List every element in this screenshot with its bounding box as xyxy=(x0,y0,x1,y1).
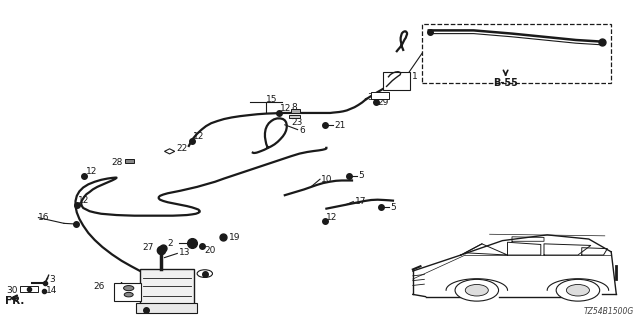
Bar xyxy=(20,286,38,292)
Circle shape xyxy=(566,284,589,296)
Bar xyxy=(125,159,134,163)
Text: 14: 14 xyxy=(46,286,58,295)
Text: 2: 2 xyxy=(167,239,173,248)
Circle shape xyxy=(556,279,600,301)
Bar xyxy=(383,72,410,90)
Text: 31: 31 xyxy=(367,93,379,102)
Text: 16: 16 xyxy=(38,213,50,222)
Circle shape xyxy=(455,279,499,301)
Bar xyxy=(422,24,611,83)
Text: 5: 5 xyxy=(358,172,364,180)
Text: 29: 29 xyxy=(378,98,389,107)
Text: 23: 23 xyxy=(292,118,303,127)
Text: 5: 5 xyxy=(390,203,396,212)
Bar xyxy=(291,109,300,113)
Text: 1: 1 xyxy=(412,72,417,81)
Text: 12: 12 xyxy=(78,196,90,205)
Text: 11: 11 xyxy=(117,290,129,299)
Bar xyxy=(114,283,141,301)
Text: 30: 30 xyxy=(6,286,18,295)
Text: 12: 12 xyxy=(280,104,292,113)
Text: 6: 6 xyxy=(299,126,305,135)
Text: 22: 22 xyxy=(176,144,188,153)
Text: B-55: B-55 xyxy=(493,77,518,88)
Bar xyxy=(136,303,197,313)
Circle shape xyxy=(124,292,133,297)
Circle shape xyxy=(124,285,134,291)
Text: 12: 12 xyxy=(86,167,97,176)
Text: 28: 28 xyxy=(111,158,123,167)
Bar xyxy=(371,92,389,99)
Text: 10: 10 xyxy=(321,175,333,184)
Text: 12: 12 xyxy=(193,132,205,141)
Text: 13: 13 xyxy=(179,248,190,257)
Polygon shape xyxy=(164,149,175,154)
Text: 12: 12 xyxy=(326,213,338,222)
Text: 15: 15 xyxy=(266,95,278,104)
Text: 3: 3 xyxy=(49,276,55,284)
Text: 19: 19 xyxy=(229,233,241,242)
Text: 27: 27 xyxy=(142,244,154,252)
Text: FR.: FR. xyxy=(5,296,24,307)
Text: 17: 17 xyxy=(355,197,366,206)
Text: 26: 26 xyxy=(93,282,104,291)
Text: 4: 4 xyxy=(117,282,123,291)
Circle shape xyxy=(465,284,488,296)
Text: 24: 24 xyxy=(147,307,159,316)
Text: 21: 21 xyxy=(334,121,346,130)
Bar xyxy=(289,115,300,118)
Bar xyxy=(140,269,194,304)
Text: 20: 20 xyxy=(205,246,216,255)
Text: 8: 8 xyxy=(292,103,298,112)
Circle shape xyxy=(197,270,212,277)
Text: TZ54B1500G: TZ54B1500G xyxy=(583,307,634,316)
